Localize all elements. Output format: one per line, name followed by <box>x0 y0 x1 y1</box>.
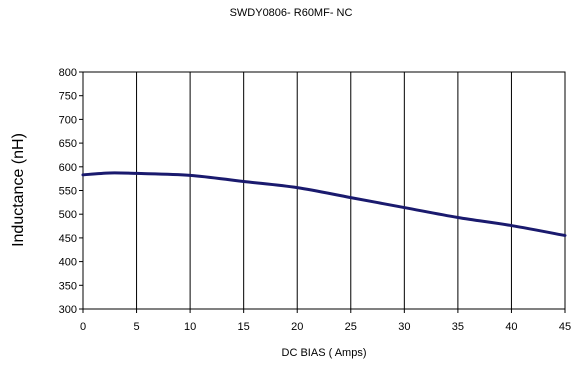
y-tick-label: 800 <box>59 67 77 79</box>
y-tick-label: 450 <box>59 233 77 245</box>
x-tick-label: 5 <box>133 321 139 333</box>
y-tick-label: 500 <box>59 209 77 221</box>
x-tick-label: 40 <box>505 321 517 333</box>
x-tick-label: 10 <box>184 321 196 333</box>
inductance-series-line <box>81 171 567 238</box>
x-tick-label: 25 <box>345 321 357 333</box>
y-tick-label: 350 <box>59 280 77 292</box>
axis-ticks <box>79 71 566 313</box>
x-tick-label: 15 <box>238 321 250 333</box>
series-layer <box>81 171 567 238</box>
grid-lines <box>136 72 512 309</box>
x-tick-labels: 0 5 10 15 20 25 30 35 40 45 <box>80 321 571 333</box>
chart-title: SWDY0806- R60MF- NC <box>230 7 353 19</box>
plot-area-border <box>82 71 566 310</box>
y-tick-label: 750 <box>59 91 77 103</box>
x-tick-label: 45 <box>559 321 571 333</box>
y-tick-label: 300 <box>59 304 77 316</box>
y-tick-label: 650 <box>59 138 77 150</box>
y-tick-label: 400 <box>59 257 77 269</box>
x-tick-label: 0 <box>80 321 86 333</box>
y-tick-label: 700 <box>59 114 77 126</box>
x-tick-label: 20 <box>291 321 303 333</box>
y-tick-label: 600 <box>59 162 77 174</box>
y-tick-labels: 300 350 400 450 500 550 600 650 700 750 800 <box>59 67 77 316</box>
y-tick-label: 550 <box>59 186 77 198</box>
x-tick-label: 35 <box>452 321 464 333</box>
x-tick-label: 30 <box>398 321 410 333</box>
y-axis-label: Inductance (nH) <box>10 133 27 247</box>
x-axis-label: DC BIAS ( Amps) <box>282 347 367 359</box>
